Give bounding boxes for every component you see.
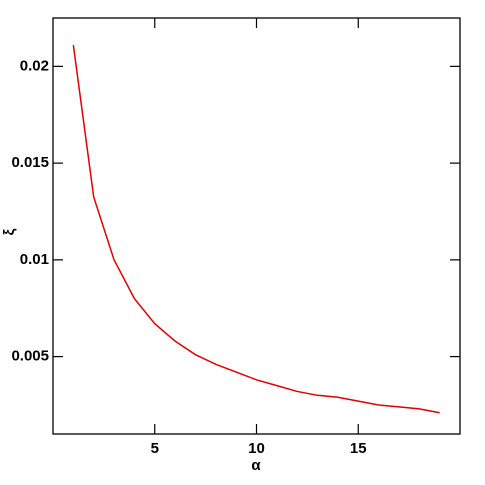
x-tick-label: 5 xyxy=(151,440,159,457)
y-axis-label: ξ xyxy=(1,228,18,235)
y-tick-label: 0.005 xyxy=(11,348,49,365)
plot-frame xyxy=(52,17,461,435)
y-tick-label: 0.015 xyxy=(11,154,49,171)
y-tick-label: 0.02 xyxy=(20,57,49,74)
y-tick-label: 0.01 xyxy=(20,251,49,268)
x-tick-label: 10 xyxy=(248,440,265,457)
line xyxy=(72,44,440,414)
x-axis-label: α xyxy=(251,457,261,474)
x-tick-label: 15 xyxy=(350,440,367,457)
